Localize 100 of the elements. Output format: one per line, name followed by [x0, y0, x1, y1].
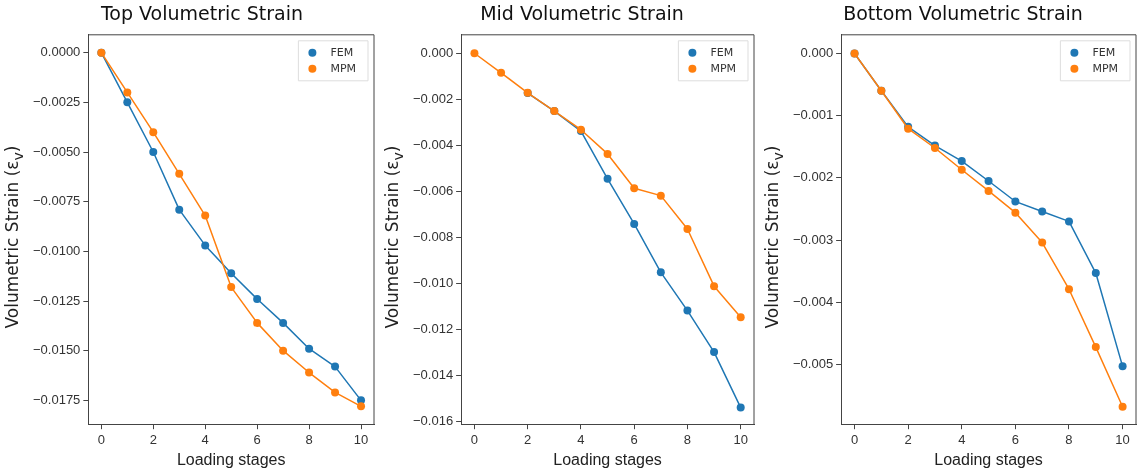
point — [1064, 217, 1073, 226]
x-tick-label: 0 — [850, 431, 859, 447]
point — [630, 184, 639, 193]
point — [710, 282, 719, 291]
point — [984, 186, 993, 195]
point — [1091, 343, 1100, 352]
x-tick-label: 4 — [577, 431, 585, 447]
point — [603, 174, 612, 183]
x-tick-label: 4 — [958, 431, 966, 447]
y-tick-label: −0.016 — [413, 413, 454, 429]
x-axis-title: Loading stages — [934, 450, 1043, 468]
point — [331, 388, 340, 397]
y-tick-label: −0.0100 — [32, 242, 81, 258]
point — [630, 219, 639, 228]
x-tick-label: 6 — [630, 431, 638, 447]
point — [227, 283, 236, 292]
chart-title: Bottom Volumetric Strain — [843, 2, 1083, 25]
y-tick-label: −0.004 — [413, 136, 454, 152]
point — [1118, 362, 1127, 371]
y-tick-label: −0.004 — [793, 293, 834, 309]
point — [957, 165, 966, 174]
point — [279, 346, 288, 355]
y-tick-label: −0.002 — [413, 90, 454, 106]
y-tick-label: −0.010 — [413, 275, 454, 291]
point — [253, 318, 262, 327]
x-tick-label: 10 — [353, 431, 369, 447]
point — [227, 269, 236, 278]
y-tick-label: −0.001 — [793, 107, 834, 123]
point — [1091, 269, 1100, 278]
y-tick-label: −0.0050 — [32, 143, 81, 159]
y-tick-label: −0.006 — [413, 183, 454, 199]
point — [470, 49, 479, 58]
x-axis-title: Loading stages — [553, 450, 662, 468]
x-tick-label: 0 — [97, 431, 105, 447]
x-tick-label: 10 — [733, 431, 748, 447]
x-tick-label: 2 — [524, 431, 532, 447]
x-tick-label: 8 — [683, 431, 692, 447]
point — [683, 225, 692, 234]
point — [201, 241, 210, 250]
y-tick-label: −0.0150 — [32, 342, 81, 358]
point — [957, 157, 966, 166]
x-axis-title: Loading stages — [176, 450, 286, 468]
point — [656, 191, 665, 200]
point — [1011, 197, 1020, 206]
point — [1038, 238, 1047, 247]
point — [1064, 285, 1073, 294]
x-tick-label: 6 — [253, 431, 261, 447]
x-tick-label: 8 — [305, 431, 313, 447]
y-tick-label: −0.012 — [413, 321, 454, 337]
x-tick-label: 2 — [904, 431, 912, 447]
legend-label: MPM — [330, 61, 357, 75]
chart-title: Mid Volumetric Strain — [480, 2, 684, 25]
x-tick-label: 6 — [1011, 431, 1019, 447]
point — [123, 98, 132, 107]
legend-label: MPM — [1092, 61, 1119, 75]
point — [710, 348, 719, 357]
y-tick-label: −0.0175 — [32, 391, 81, 407]
legend-label: FEM — [710, 45, 734, 59]
point — [279, 318, 288, 327]
y-tick-label: −0.008 — [413, 229, 454, 245]
point — [149, 128, 158, 137]
point — [736, 313, 745, 322]
point — [331, 362, 340, 371]
point — [497, 68, 506, 77]
x-tick-label: 4 — [201, 431, 209, 447]
point — [656, 268, 665, 277]
point — [984, 176, 993, 185]
chart-title: Top Volumetric Strain — [99, 2, 304, 25]
point — [683, 306, 692, 315]
y-tick-label: 0.0000 — [40, 44, 81, 60]
point — [201, 211, 210, 220]
y-tick-label: −0.0125 — [32, 292, 81, 308]
y-tick-label: −0.002 — [793, 169, 834, 185]
point — [357, 402, 366, 411]
legend-label: FEM — [330, 45, 354, 59]
y-tick-label: −0.0025 — [32, 93, 81, 109]
point — [305, 368, 314, 377]
point — [1038, 207, 1047, 216]
x-tick-label: 2 — [149, 431, 157, 447]
point — [253, 295, 262, 304]
x-tick-label: 8 — [1065, 431, 1073, 447]
y-tick-label: −0.0075 — [32, 193, 81, 209]
y-tick-label: 0.000 — [800, 45, 834, 61]
y-tick-label: −0.005 — [793, 356, 834, 372]
point — [736, 403, 745, 412]
point — [123, 88, 132, 97]
y-tick-label: 0.000 — [420, 44, 454, 60]
x-tick-label: 10 — [1115, 431, 1130, 447]
point — [1118, 402, 1127, 411]
y-tick-label: −0.003 — [793, 231, 834, 247]
point — [1011, 208, 1020, 217]
legend-label: MPM — [710, 61, 737, 75]
y-tick-label: −0.014 — [413, 367, 454, 383]
point — [149, 148, 158, 157]
x-tick-label: 0 — [470, 431, 479, 447]
legend-label: FEM — [1092, 45, 1116, 59]
point — [603, 149, 612, 158]
point — [175, 205, 184, 214]
point — [175, 169, 184, 178]
point — [305, 344, 314, 353]
